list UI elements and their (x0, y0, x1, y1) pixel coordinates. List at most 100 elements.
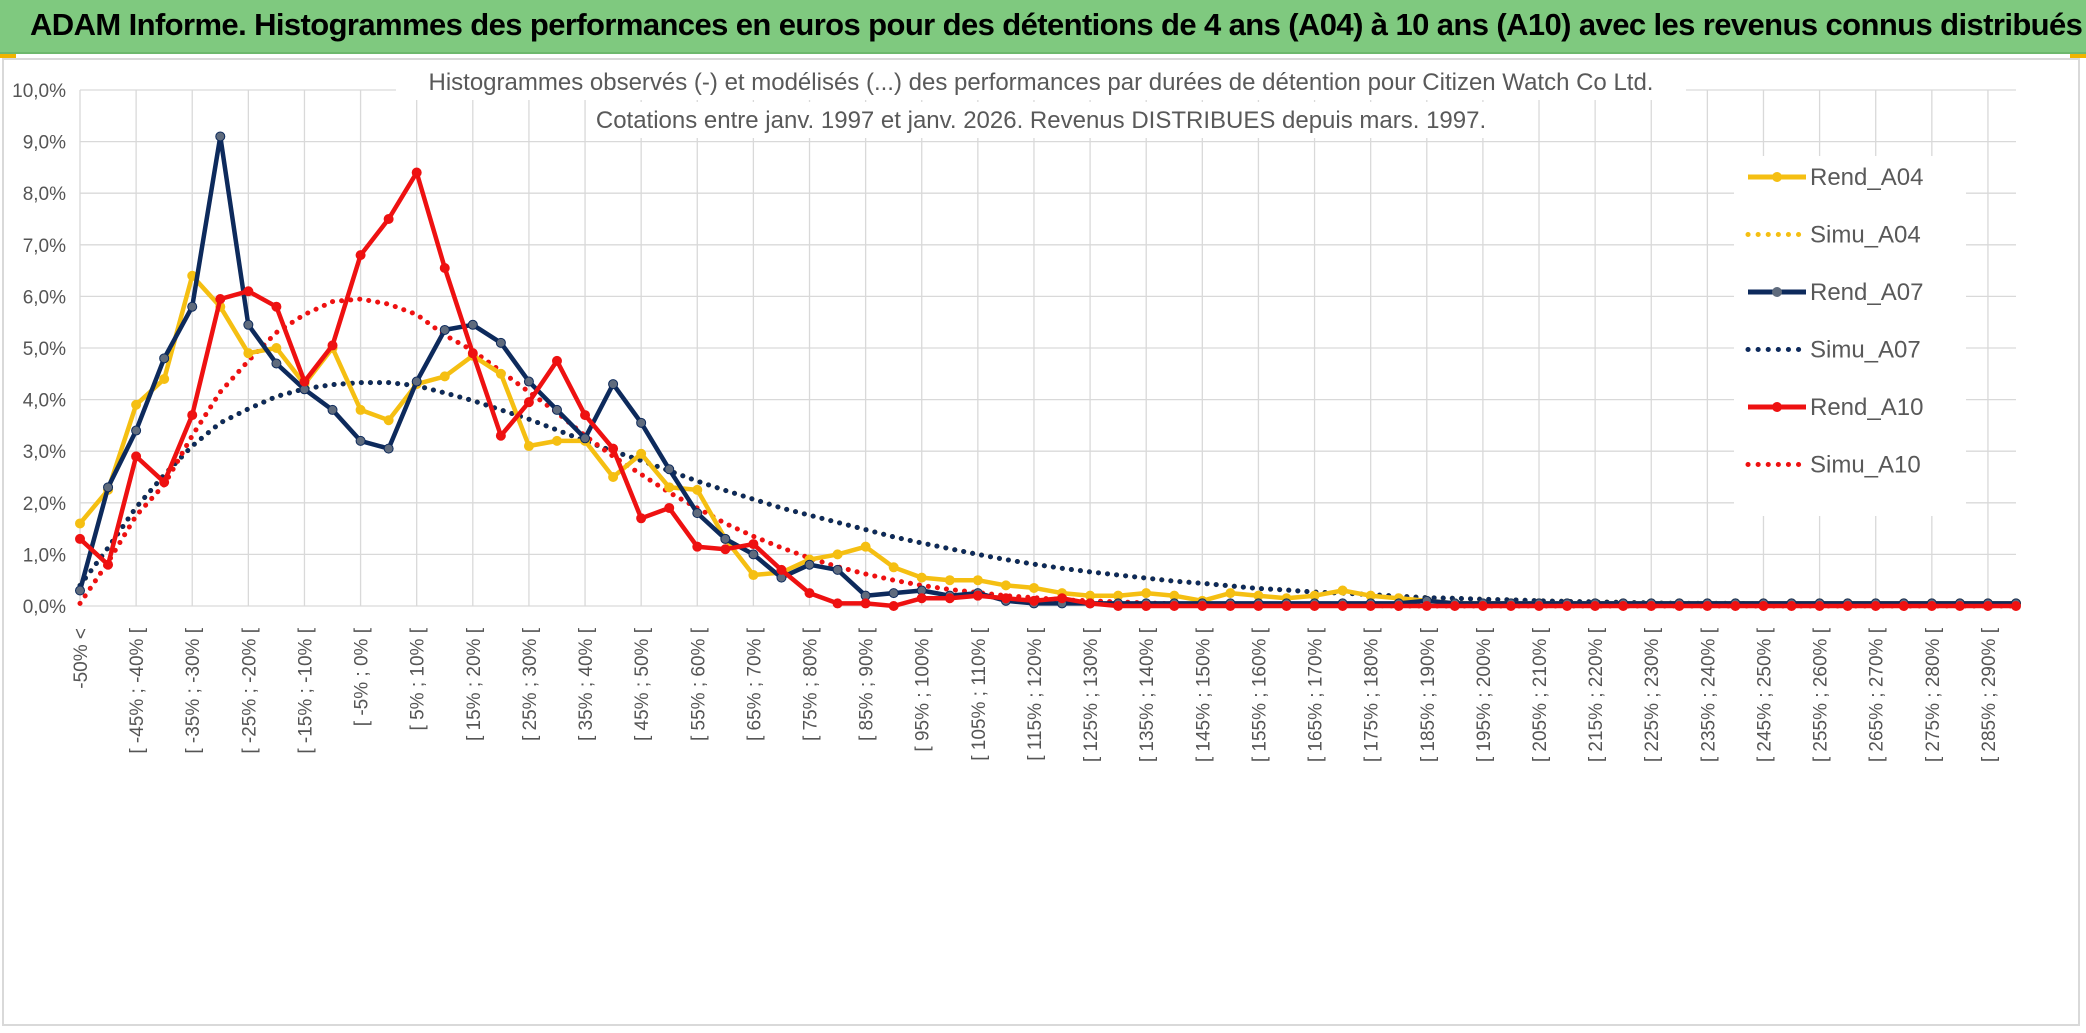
data-point (187, 301, 198, 312)
data-point (1505, 601, 1516, 611)
legend-item-simu_a07: Simu_A07 (1745, 337, 1921, 364)
data-point (1225, 601, 1236, 611)
data-point (1197, 601, 1208, 611)
x-tick-label: [ 155% ; 160% [ (1249, 627, 1270, 762)
data-point (1786, 601, 1797, 611)
x-tick-label: [ 185% ; 190% [ (1418, 627, 1439, 762)
data-point (972, 590, 983, 601)
data-point (271, 358, 282, 369)
x-tick-label: [ 115% ; 120% [ (1025, 627, 1046, 760)
y-tick-label: 0,0% (23, 597, 66, 618)
data-point (720, 544, 731, 555)
data-point (692, 541, 703, 552)
y-tick-label: 6,0% (23, 287, 66, 308)
data-point (1057, 593, 1068, 604)
x-tick-label: [ 285% ; 290% [ (1979, 627, 2000, 762)
data-point (748, 539, 759, 550)
y-axis: 0,0% 1,0% 2,0% 3,0% 4,0% 5,0% 6,0% 7,0% 8,0% 9,0%… (12, 81, 66, 618)
data-point (159, 477, 170, 488)
data-point (1028, 582, 1039, 593)
series-line (77, 296, 2019, 609)
x-tick-label: [ 255% ; 260% [ (1811, 627, 1832, 762)
legend-backing (1734, 156, 1966, 516)
data-point (580, 433, 591, 444)
data-point (860, 598, 871, 609)
data-point (1730, 601, 1741, 611)
data-point (636, 417, 647, 428)
data-point (1281, 601, 1292, 611)
data-point (804, 559, 815, 570)
x-tick-label: [ 225% ; 230% [ (1642, 627, 1663, 762)
x-tick-label: [ 15% ; 20% [ (464, 627, 485, 741)
y-tick-label: 7,0% (23, 236, 66, 257)
series-simu_a10 (77, 296, 2019, 609)
y-tick-label: 10,0% (12, 81, 66, 102)
series-simu_a07 (77, 380, 2019, 608)
data-point (2011, 601, 2021, 611)
series-line (77, 380, 2019, 608)
data-point (327, 340, 338, 351)
data-point (1702, 601, 1713, 611)
x-tick-label: [ -25% ; -20% [ (239, 627, 260, 753)
data-point (523, 397, 534, 408)
x-tick-label: [ 85% ; 90% [ (857, 627, 878, 741)
data-point (131, 451, 142, 462)
data-point (1646, 601, 1657, 611)
data-point (495, 368, 506, 379)
legend-item-simu_a10: Simu_A10 (1745, 452, 1921, 479)
data-point (467, 319, 478, 330)
data-point (215, 293, 226, 304)
x-tick-label: [ 135% ; 140% [ (1137, 627, 1158, 762)
x-tick-label: [ 65% ; 70% [ (744, 627, 765, 741)
legend-item-rend_a10: Rend_A10 (1748, 394, 1923, 421)
data-point (692, 484, 703, 495)
data-point (1309, 601, 1320, 611)
x-tick-label: [ 265% ; 270% [ (1867, 627, 1888, 762)
data-point (804, 588, 815, 599)
data-point (523, 376, 534, 387)
data-point (1113, 601, 1124, 611)
chart-frame: Histogrammes observés (-) et modélisés (… (2, 58, 2080, 1026)
y-tick-label: 1,0% (23, 545, 66, 566)
data-point (103, 482, 114, 493)
x-axis: -50% < [ -45% ; -40% [[ -35% ; -30% [[ -2… (71, 627, 2000, 762)
legend: Rend_A04 Simu_A04 Rend_A07 Simu_A07 Rend_A10… (1745, 164, 1923, 479)
legend-label: Rend_A07 (1810, 279, 1923, 306)
chart-title: Histogrammes observés (-) et modélisés (… (429, 69, 1654, 96)
data-point (832, 564, 843, 575)
y-tick-label: 5,0% (23, 339, 66, 360)
legend-marker (1772, 172, 1782, 182)
data-point (664, 502, 675, 513)
data-point (1534, 601, 1545, 611)
data-point (748, 570, 759, 581)
data-point (664, 482, 675, 493)
data-point (271, 301, 282, 312)
data-point (1225, 588, 1236, 599)
data-point (131, 399, 142, 410)
x-tick-label: [ -35% ; -30% [ (183, 627, 204, 753)
data-point (495, 430, 506, 441)
x-tick-label: [ 35% ; 40% [ (576, 627, 597, 741)
data-point (159, 353, 170, 364)
chart-subtitle: Cotations entre janv. 1997 et janv. 2026… (596, 107, 1486, 134)
data-point (75, 533, 85, 544)
series-layer (75, 131, 2021, 611)
data-point (243, 348, 254, 359)
data-point (1590, 601, 1601, 611)
data-point (1337, 601, 1348, 611)
data-point (972, 575, 983, 586)
data-point (580, 410, 591, 421)
data-point (832, 549, 843, 560)
x-tick-label: [ 145% ; 150% [ (1193, 627, 1214, 762)
data-point (411, 167, 422, 178)
page-title: ADAM Informe. Histogrammes des performan… (30, 7, 2083, 42)
data-point (1758, 601, 1769, 611)
data-point (720, 533, 731, 544)
x-tick-label: [ 165% ; 170% [ (1306, 627, 1327, 762)
data-point (75, 518, 85, 529)
series-rend_a10 (75, 167, 2021, 611)
data-point (495, 337, 506, 348)
series-rend_a04 (75, 270, 2021, 609)
data-point (551, 404, 562, 415)
x-tick-label: [ 245% ; 250% [ (1754, 627, 1775, 762)
